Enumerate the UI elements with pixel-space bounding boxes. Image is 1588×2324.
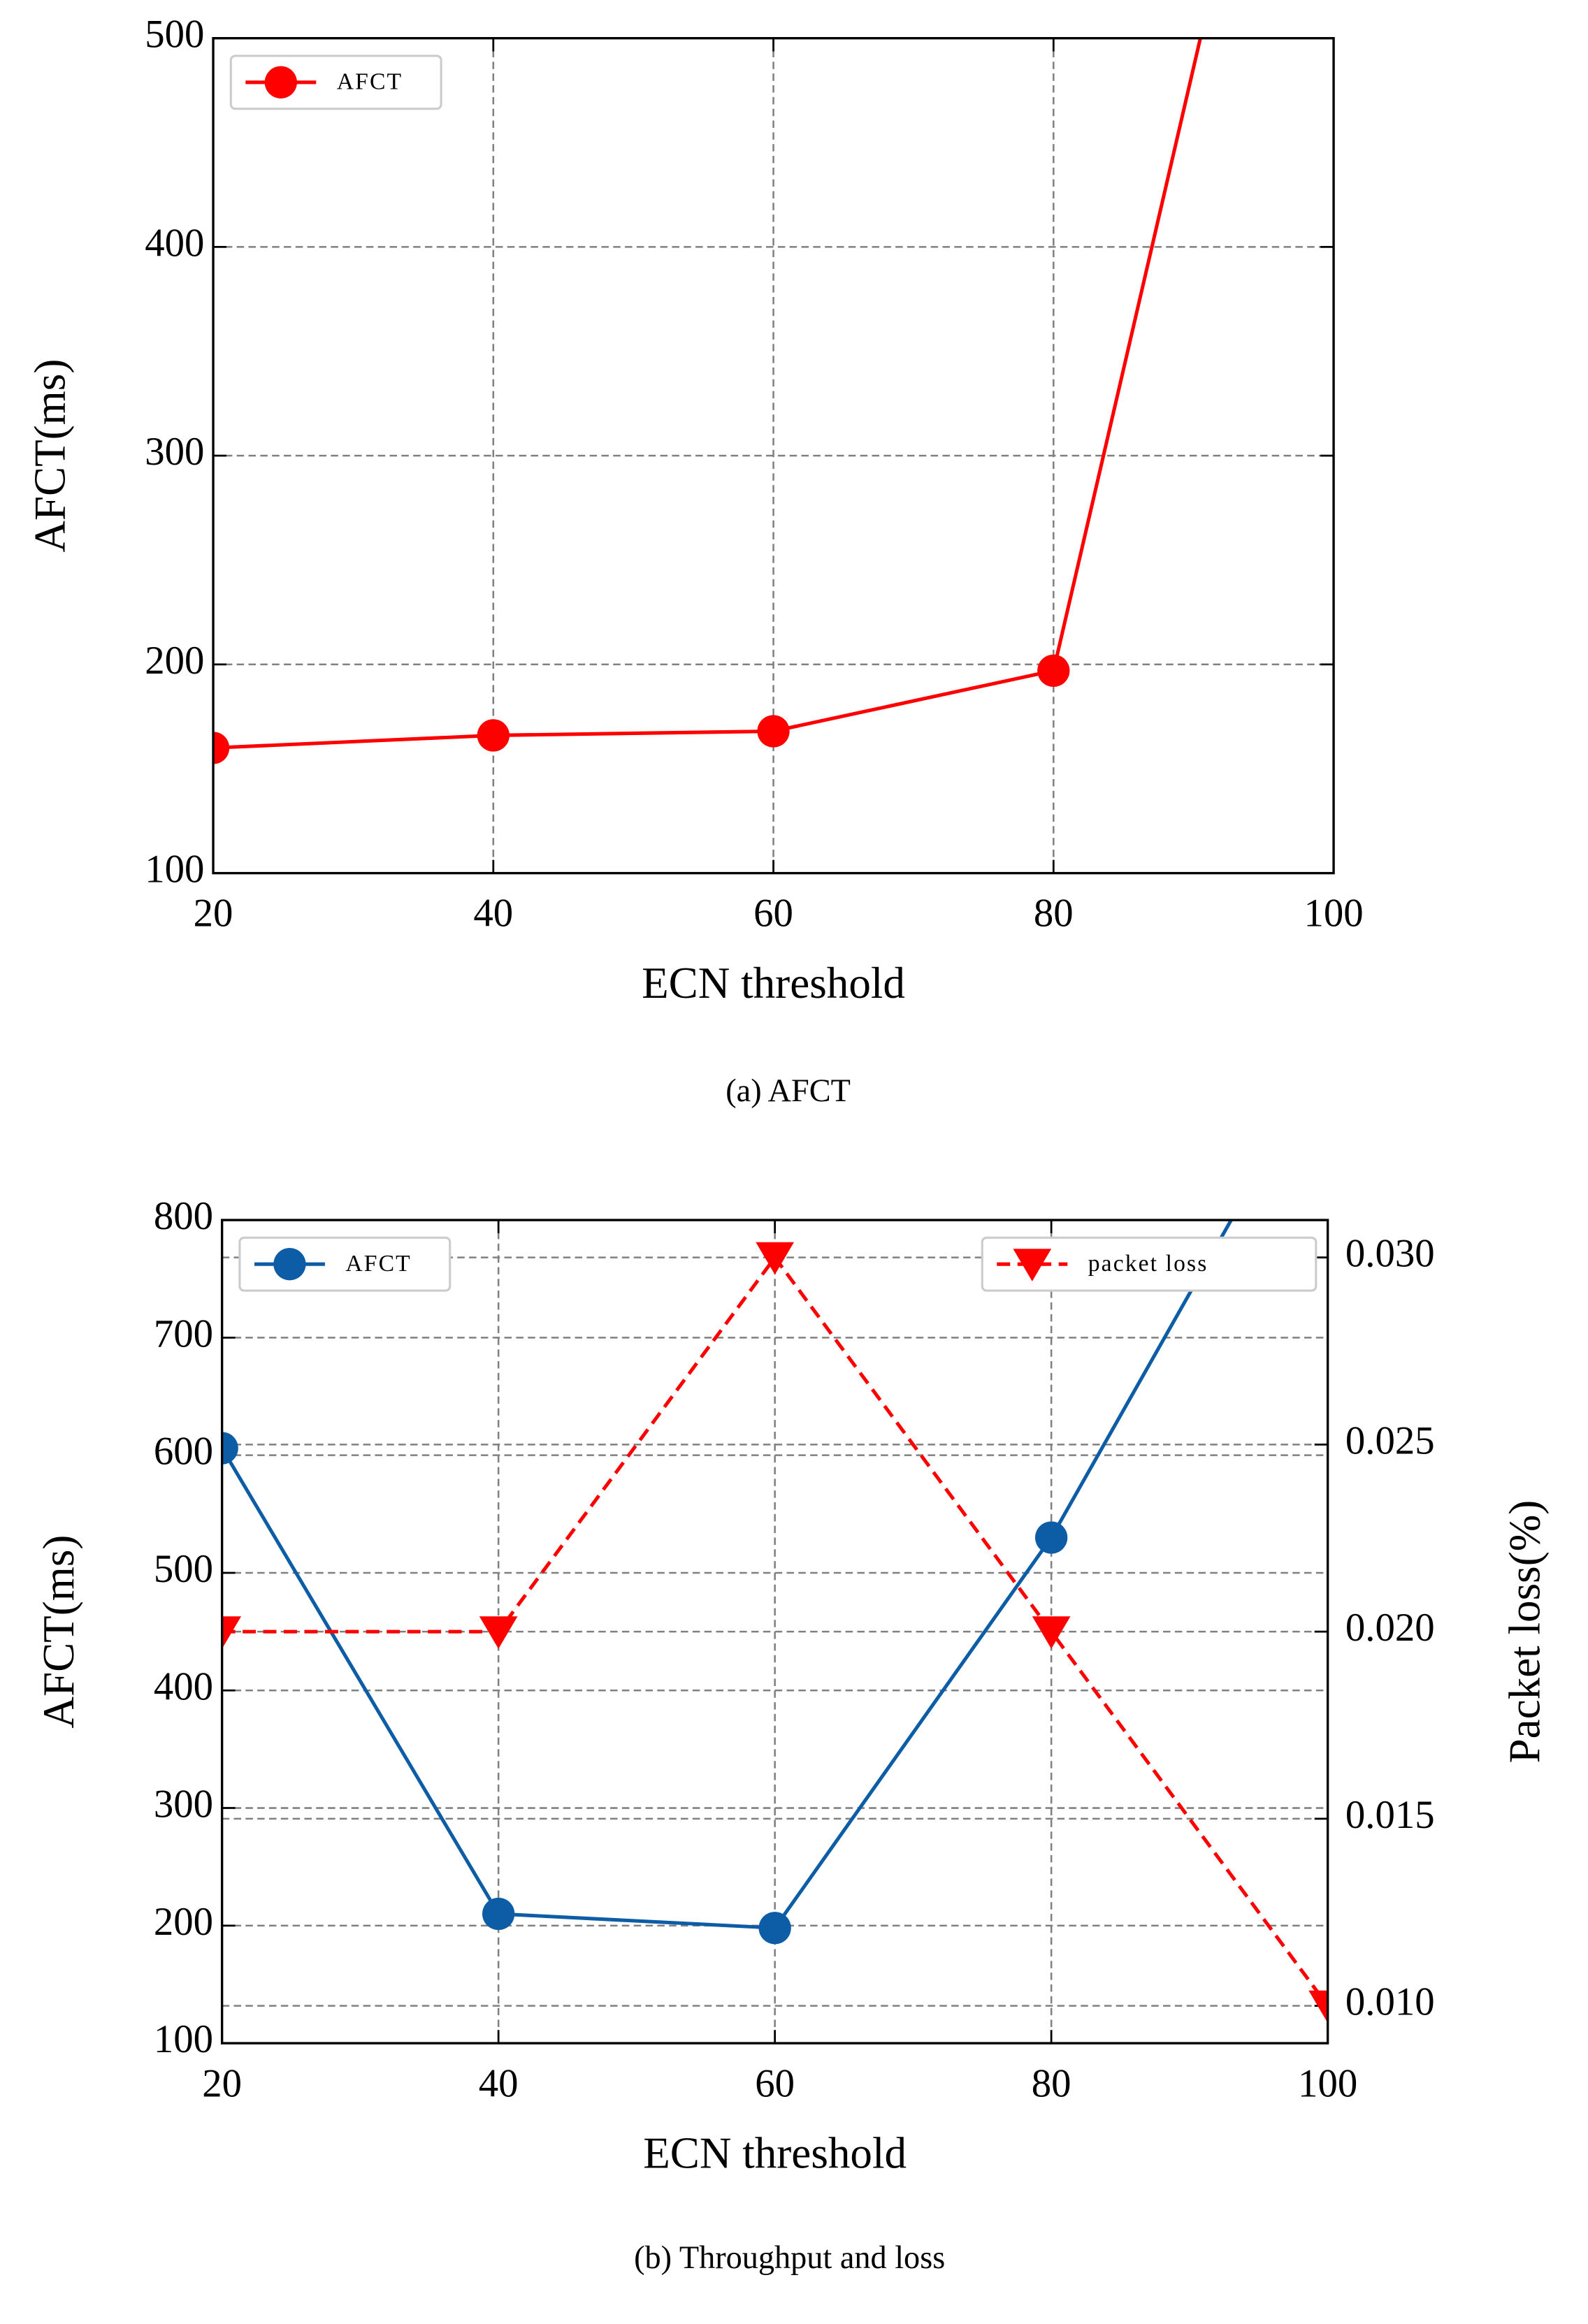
series-group xyxy=(213,38,1202,764)
x-tick-label: 100 xyxy=(1304,892,1363,936)
marker xyxy=(1312,1033,1344,1066)
legend-box xyxy=(981,1236,1318,1292)
plot-frame xyxy=(220,1219,1329,2045)
x-tick-label: 60 xyxy=(753,892,793,936)
marker xyxy=(222,1432,238,1465)
legend-label: AFCT xyxy=(337,69,403,95)
x-tick-label: 80 xyxy=(1034,892,1074,936)
y-tick-label: 200 xyxy=(145,639,204,683)
y2-tick-label: 0.015 xyxy=(1345,1793,1435,1837)
marker xyxy=(758,1912,791,1945)
y-axis-label: AFCT(ms) xyxy=(34,1535,83,1729)
marker xyxy=(213,732,230,764)
x-tick-label: 40 xyxy=(473,892,513,936)
y-tick-label: 500 xyxy=(154,1547,213,1591)
marker xyxy=(1308,1990,1328,2024)
marker xyxy=(477,719,510,752)
chart: 20 40 60 80 100 100 200 300 400 500 AFCT ECN thresh… xyxy=(25,13,1363,1109)
x-tick-label: 40 xyxy=(479,2061,519,2105)
x-tick-label: 100 xyxy=(1298,2061,1357,2105)
x-tick-label: 20 xyxy=(202,2061,242,2105)
x-tick-label: 20 xyxy=(194,892,233,936)
marker xyxy=(1037,654,1070,687)
caption: (b) Throughput and loss xyxy=(634,2240,945,2276)
marker xyxy=(1032,1616,1071,1649)
chart: 20 40 60 80 100 100 200 300 400 500 600 700 800 0.010… xyxy=(34,1033,1549,2276)
marker xyxy=(756,1242,794,1275)
y-tick-label: 500 xyxy=(145,13,204,57)
y-tick-label: 600 xyxy=(154,1430,213,1474)
caption: (a) AFCT xyxy=(726,1073,851,1109)
y-tick-label: 400 xyxy=(154,1664,213,1708)
x-axis-label: ECN threshold xyxy=(643,2129,907,2178)
legend-label: AFCT xyxy=(345,1251,411,1277)
y-tick-label: 200 xyxy=(154,1900,213,1944)
marker xyxy=(757,715,790,748)
marker xyxy=(479,1616,518,1649)
x-axis-label: ECN threshold xyxy=(642,959,905,1008)
figure-content: 20 40 60 80 100 100 200 300 400 500 AFCT ECN thresh… xyxy=(25,13,1549,2276)
y-tick-label: 100 xyxy=(145,848,204,892)
y-tick-label: 300 xyxy=(145,430,204,474)
y2-tick-label: 0.025 xyxy=(1345,1418,1435,1462)
plot-frame xyxy=(212,37,1335,875)
y-tick-label: 700 xyxy=(154,1312,213,1356)
x-tick-label: 60 xyxy=(755,2061,795,2105)
legend-marker xyxy=(264,66,297,99)
series-group xyxy=(222,1033,1344,2024)
y2-tick-label: 0.010 xyxy=(1345,1980,1435,2024)
marker xyxy=(1035,1521,1068,1554)
marker xyxy=(482,1897,515,1931)
series-line xyxy=(222,1220,1234,1930)
x-tick-label: 80 xyxy=(1032,2061,1071,2105)
legend-label: packet loss xyxy=(1088,1251,1208,1277)
y2-tick-label: 0.030 xyxy=(1345,1232,1435,1276)
y-tick-label: 300 xyxy=(154,1782,213,1826)
legend-marker xyxy=(273,1248,306,1281)
y-axis-label: AFCT(ms) xyxy=(25,359,74,553)
y-tick-label: 100 xyxy=(154,2017,213,2061)
legend-marker xyxy=(1013,1249,1052,1281)
y-tick-label: 400 xyxy=(145,221,204,265)
marker xyxy=(222,1616,242,1649)
y2-tick-label: 0.020 xyxy=(1345,1606,1435,1650)
y-tick-label: 800 xyxy=(154,1194,213,1238)
y2-axis-label: Packet loss(%) xyxy=(1500,1500,1549,1764)
